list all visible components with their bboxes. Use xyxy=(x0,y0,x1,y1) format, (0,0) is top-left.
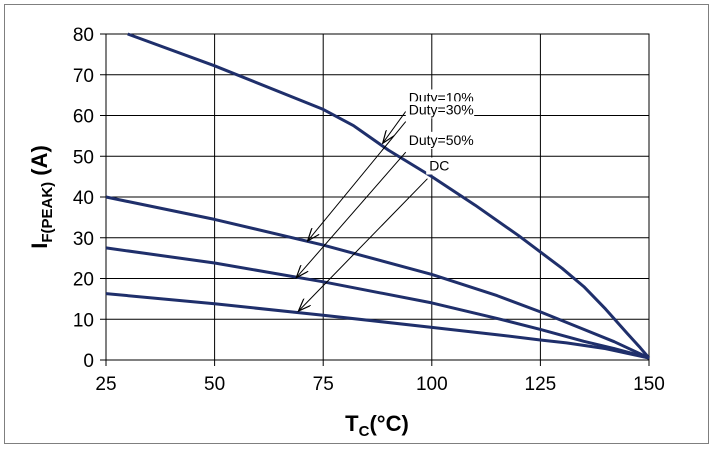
chart-frame xyxy=(4,4,709,444)
x-tick-label: 100 xyxy=(416,374,448,395)
y-axis-title: IF(PEAK) (A) xyxy=(27,145,56,249)
x-tick-label: 50 xyxy=(204,374,225,395)
x-tick-label: 25 xyxy=(95,374,116,395)
annotation-label: Duty=50% xyxy=(409,132,474,148)
y-tick-label: 60 xyxy=(73,107,94,128)
annotation-arrow xyxy=(298,178,428,311)
y-tick-label: 40 xyxy=(73,188,94,209)
x-axis-title: TC(°C) xyxy=(345,411,409,440)
annotation-background xyxy=(405,101,475,119)
annotation-background xyxy=(405,131,475,149)
annotation-arrow xyxy=(383,111,407,143)
annotation-layer: Duty=10%Duty=30%Duty=50%DC xyxy=(296,89,475,311)
series-line xyxy=(105,195,650,360)
y-tick-label: 50 xyxy=(73,147,94,168)
annotation-arrow xyxy=(308,121,407,241)
y-tick-label: 70 xyxy=(73,66,94,87)
x-tick-label: 75 xyxy=(313,374,334,395)
y-tick-label: 10 xyxy=(73,310,94,331)
annotation-arrow xyxy=(296,151,407,278)
grid-lines xyxy=(106,34,649,360)
annotation-background xyxy=(426,157,448,175)
annotation-label: Duty=30% xyxy=(409,101,474,117)
tick-labels: 0 10 20 30 40 50 60 70 80 25 50 75 100 125 150 xyxy=(73,25,665,395)
series-line xyxy=(105,246,650,360)
y-tick-label: 80 xyxy=(73,25,94,46)
x-tick-label: 150 xyxy=(633,374,665,395)
y-tick-label: 30 xyxy=(73,229,94,250)
series-line xyxy=(127,32,651,359)
series-layer xyxy=(105,32,651,360)
series-line xyxy=(105,292,650,360)
y-tick-label: 20 xyxy=(73,270,94,291)
annotation-label: DC xyxy=(429,158,449,174)
x-tick-label: 125 xyxy=(525,374,557,395)
y-tick-label: 0 xyxy=(83,351,94,372)
